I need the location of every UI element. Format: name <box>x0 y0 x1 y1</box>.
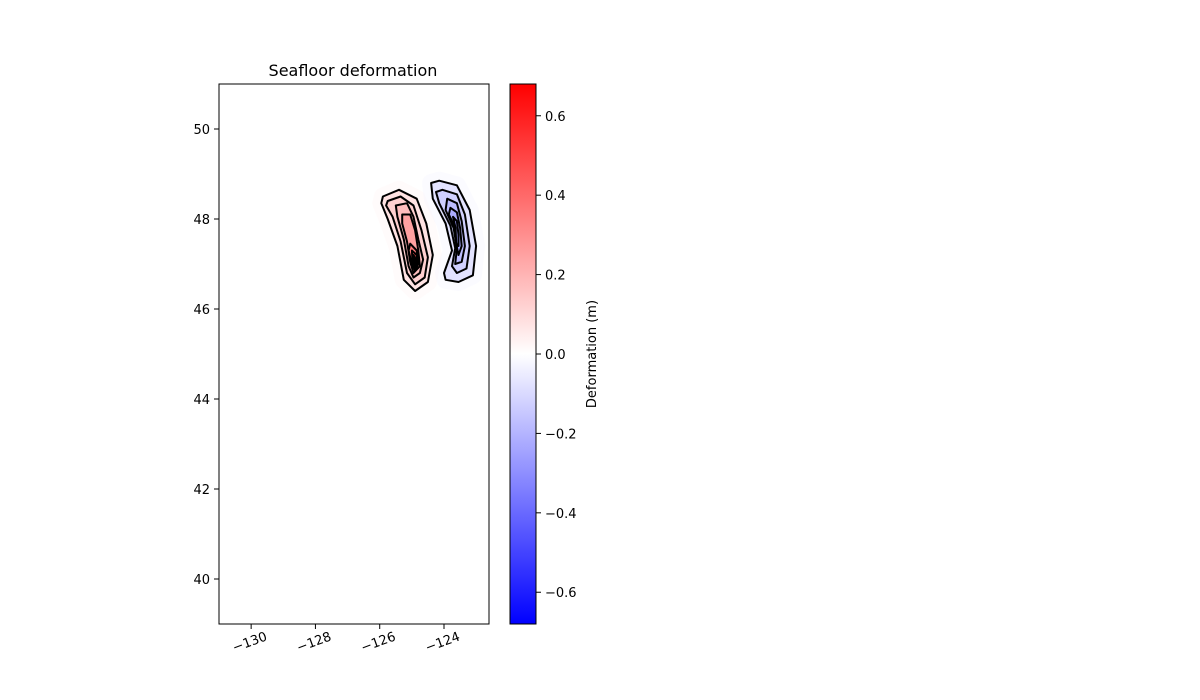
x-axis: −130 −128 −126 −124 <box>231 624 462 656</box>
colorbar-tick-label: 0.2 <box>545 269 566 284</box>
colorbar-tick-label: −0.2 <box>545 427 577 442</box>
subsidence-lobe-contour-1 <box>435 188 471 274</box>
y-tick-label: 44 <box>193 393 210 408</box>
plot-area <box>218 83 490 625</box>
y-tick-label: 42 <box>193 483 210 498</box>
y-tick-label: 46 <box>193 303 210 318</box>
subsidence-lobe-contour-2 <box>444 197 466 265</box>
subsidence-lobe-contour-3 <box>447 206 463 256</box>
uplift-lobe-contour-4 <box>407 242 420 272</box>
colorbar: −0.6 −0.4 −0.2 0.0 0.2 0.4 0.6 Deformation (m) <box>509 83 600 625</box>
x-tick-label: −130 <box>231 630 270 656</box>
y-tick-label: 50 <box>193 123 210 138</box>
uplift-lobe-contour-7 <box>413 258 417 266</box>
colorbar-gradient <box>510 84 536 624</box>
colorbar-label: Deformation (m) <box>585 300 600 408</box>
x-tick-label: −128 <box>295 630 334 656</box>
chart-title: Seafloor deformation <box>269 61 438 80</box>
y-axis: 40 42 44 46 48 50 <box>193 123 219 588</box>
uplift-lobe-contour-0 <box>380 188 434 292</box>
subsidence-lobe-contour-0 <box>430 179 478 283</box>
colorbar-tick-label: −0.4 <box>545 507 577 522</box>
y-tick-label: 48 <box>193 213 210 228</box>
uplift-lobe-contour-2 <box>394 202 425 279</box>
y-tick-label: 40 <box>193 573 210 588</box>
colorbar-ticks: −0.6 −0.4 −0.2 0.0 0.2 0.4 0.6 <box>536 110 577 601</box>
x-tick-label: −124 <box>423 630 462 656</box>
uplift-lobe-contour-1 <box>385 195 429 286</box>
plot-frame <box>218 83 490 625</box>
colorbar-tick-label: −0.6 <box>545 586 577 601</box>
subsidence-lobe-contour-4 <box>452 215 460 247</box>
plot-background <box>219 84 489 624</box>
contour-lines <box>380 179 478 292</box>
colorbar-tick-label: 0.6 <box>545 110 566 125</box>
x-tick-label: −126 <box>359 630 398 656</box>
colorbar-tick-label: 0.4 <box>545 189 566 204</box>
colorbar-tick-label: 0.0 <box>545 348 566 363</box>
